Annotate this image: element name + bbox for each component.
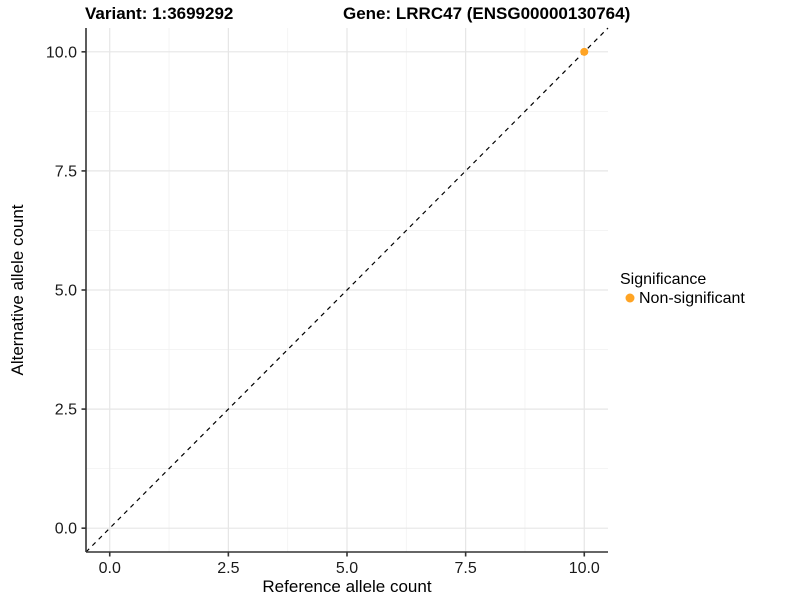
y-tick-label: 5.0 <box>55 283 77 300</box>
x-axis-label: Reference allele count <box>262 577 431 596</box>
tick-label-layer: 0.0 2.5 5.0 7.5 10.0 0.0 2.5 5.0 7.5 10.0 <box>46 44 600 577</box>
identity-dashed-line <box>85 27 609 553</box>
x-tick-label: 5.0 <box>336 560 358 577</box>
legend-item-label: Non-significant <box>639 290 745 307</box>
x-tick-label: 7.5 <box>455 560 477 577</box>
legend-title: Significance <box>620 271 706 288</box>
grid-layer <box>86 28 608 552</box>
y-axis-label: Alternative allele count <box>8 204 27 375</box>
data-point <box>580 47 589 56</box>
x-tick-label: 0.0 <box>99 560 121 577</box>
identity-dashed-line-layer <box>85 27 609 553</box>
x-tick-label: 10.0 <box>569 560 600 577</box>
x-tick-label: 2.5 <box>217 560 239 577</box>
plot-title-gene: Gene: LRRC47 (ENSG00000130764) <box>343 4 630 23</box>
y-tick-label: 0.0 <box>55 521 77 538</box>
legend-marker-circle-icon <box>625 293 635 303</box>
y-tick-label: 2.5 <box>55 402 77 419</box>
axis-layer <box>81 28 608 557</box>
data-points-layer <box>580 47 589 56</box>
plot-title-variant: Variant: 1:3699292 <box>85 4 233 23</box>
y-tick-label: 7.5 <box>55 163 77 180</box>
y-tick-label: 10.0 <box>46 44 77 61</box>
